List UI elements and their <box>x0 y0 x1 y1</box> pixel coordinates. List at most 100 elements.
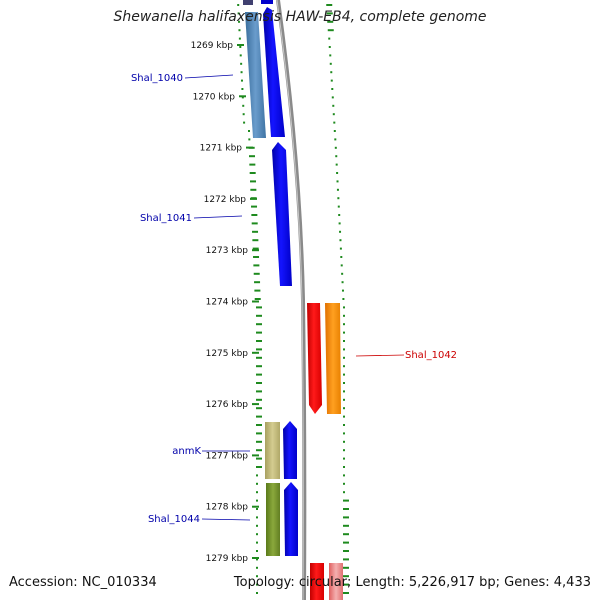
gc-dot <box>332 113 335 116</box>
gc-dot <box>239 46 242 48</box>
tick-label: 1277 kbp <box>206 451 249 461</box>
gene-top-fragment <box>261 0 273 4</box>
tick-label: 1275 kbp <box>206 349 249 359</box>
gc-dot <box>237 12 240 15</box>
gc-dot <box>256 566 258 569</box>
gc-dot <box>238 37 241 40</box>
label-shal-1041[interactable]: Shal_1041 <box>140 213 192 224</box>
gc-dot <box>256 533 258 536</box>
gc-dot <box>333 130 336 132</box>
gene-shal-1040[interactable] <box>263 7 285 137</box>
gc-dot <box>241 88 244 90</box>
gc-dot <box>240 79 243 82</box>
cog-block-shal-1044 <box>266 483 280 556</box>
gc-dot <box>256 541 258 544</box>
gc-dot <box>329 62 332 65</box>
cog-block-anmk <box>265 422 280 479</box>
gc-dot <box>256 382 262 384</box>
gc-dot <box>256 323 262 326</box>
leader-shal-1041 <box>193 215 243 219</box>
gc-dot <box>250 180 257 183</box>
cog-track <box>243 0 280 556</box>
gc-dot <box>256 407 262 410</box>
gc-dot <box>343 558 349 561</box>
gc-dot <box>327 20 334 23</box>
gc-dot <box>254 289 261 292</box>
gc-dot <box>339 239 342 242</box>
gene-shal-1042[interactable] <box>307 303 322 414</box>
label-shal-1040[interactable]: Shal_1040 <box>131 73 183 84</box>
tick-label: 1269 kbp <box>191 41 234 51</box>
gc-dot <box>249 163 256 166</box>
gc-dot <box>256 348 262 351</box>
gc-dot <box>343 592 349 594</box>
gene-shal-1044[interactable] <box>284 482 298 556</box>
gc-dot <box>256 314 262 317</box>
cog-block-bottom-fragment <box>329 563 343 600</box>
gc-dot <box>256 575 258 578</box>
gc-dot <box>256 474 258 477</box>
gc-dot <box>335 163 338 166</box>
gc-dot <box>248 138 251 141</box>
gc-dot <box>256 583 258 586</box>
gc-dot <box>343 348 345 351</box>
gc-dot <box>334 146 337 149</box>
map-title: Shewanella halifaxensis HAW-EB4, complet… <box>113 9 487 25</box>
gc-dot <box>343 356 345 359</box>
label-shal-1042[interactable]: Shal_1042 <box>405 350 457 361</box>
gc-dot <box>343 373 345 376</box>
gc-dot <box>343 407 345 410</box>
gene-labels: Shal_1040 Shal_1041 Shal_1042 anmK Shal_… <box>131 73 457 525</box>
gc-dot <box>336 188 339 191</box>
gc-content-track-left <box>237 4 262 594</box>
gc-dot <box>343 314 345 317</box>
gc-dot <box>239 54 242 57</box>
gc-dot <box>343 323 345 326</box>
gc-dot <box>328 46 331 48</box>
gc-dot <box>240 62 243 65</box>
gc-dot <box>330 79 333 82</box>
gc-dot <box>343 499 349 502</box>
gc-dot <box>341 289 344 292</box>
tick-label: 1279 kbp <box>206 554 249 564</box>
gc-dot <box>256 398 262 401</box>
accession-text: Accession: NC_010334 <box>9 575 157 590</box>
gc-dot <box>241 96 244 99</box>
gc-dot <box>339 230 342 233</box>
gc-dot <box>253 256 260 258</box>
leader-shal-1040 <box>184 74 234 79</box>
gc-dot <box>256 390 262 393</box>
gc-dot <box>238 29 241 32</box>
gc-dot <box>237 4 240 6</box>
gc-dot <box>343 516 349 519</box>
tick-label: 1272 kbp <box>204 195 247 205</box>
gc-dot <box>343 306 345 309</box>
gc-dot <box>342 298 345 300</box>
gc-dot <box>251 205 258 208</box>
gc-dot <box>256 457 262 460</box>
tick-label: 1278 kbp <box>206 503 249 513</box>
gene-bottom-fragment <box>310 563 324 600</box>
gc-dot <box>343 390 345 393</box>
gc-dot <box>256 356 262 359</box>
gc-dot <box>340 264 343 267</box>
gc-dot <box>343 432 345 435</box>
label-anmk[interactable]: anmK <box>172 446 201 457</box>
topology-text: Topology: circular; Length: 5,226,917 bp… <box>233 575 591 590</box>
gc-dot <box>341 281 344 284</box>
gc-dot <box>256 499 258 502</box>
gc-dot <box>256 306 262 309</box>
gc-dot <box>256 331 262 334</box>
gc-dot <box>343 575 349 578</box>
kbp-ticks: 1269 kbp 1270 kbp 1271 kbp 1272 kbp 1273 kbp… <box>191 41 259 564</box>
gc-dot <box>343 491 345 494</box>
gc-dot <box>335 155 338 158</box>
tick-label: 1270 kbp <box>193 92 236 102</box>
gc-dot <box>343 424 345 426</box>
gene-shal-1041[interactable] <box>272 142 292 286</box>
label-shal-1044[interactable]: Shal_1044 <box>148 514 200 525</box>
gene-anmk[interactable] <box>283 421 297 479</box>
gc-content-track-right <box>326 4 349 594</box>
gc-dot <box>256 424 262 426</box>
